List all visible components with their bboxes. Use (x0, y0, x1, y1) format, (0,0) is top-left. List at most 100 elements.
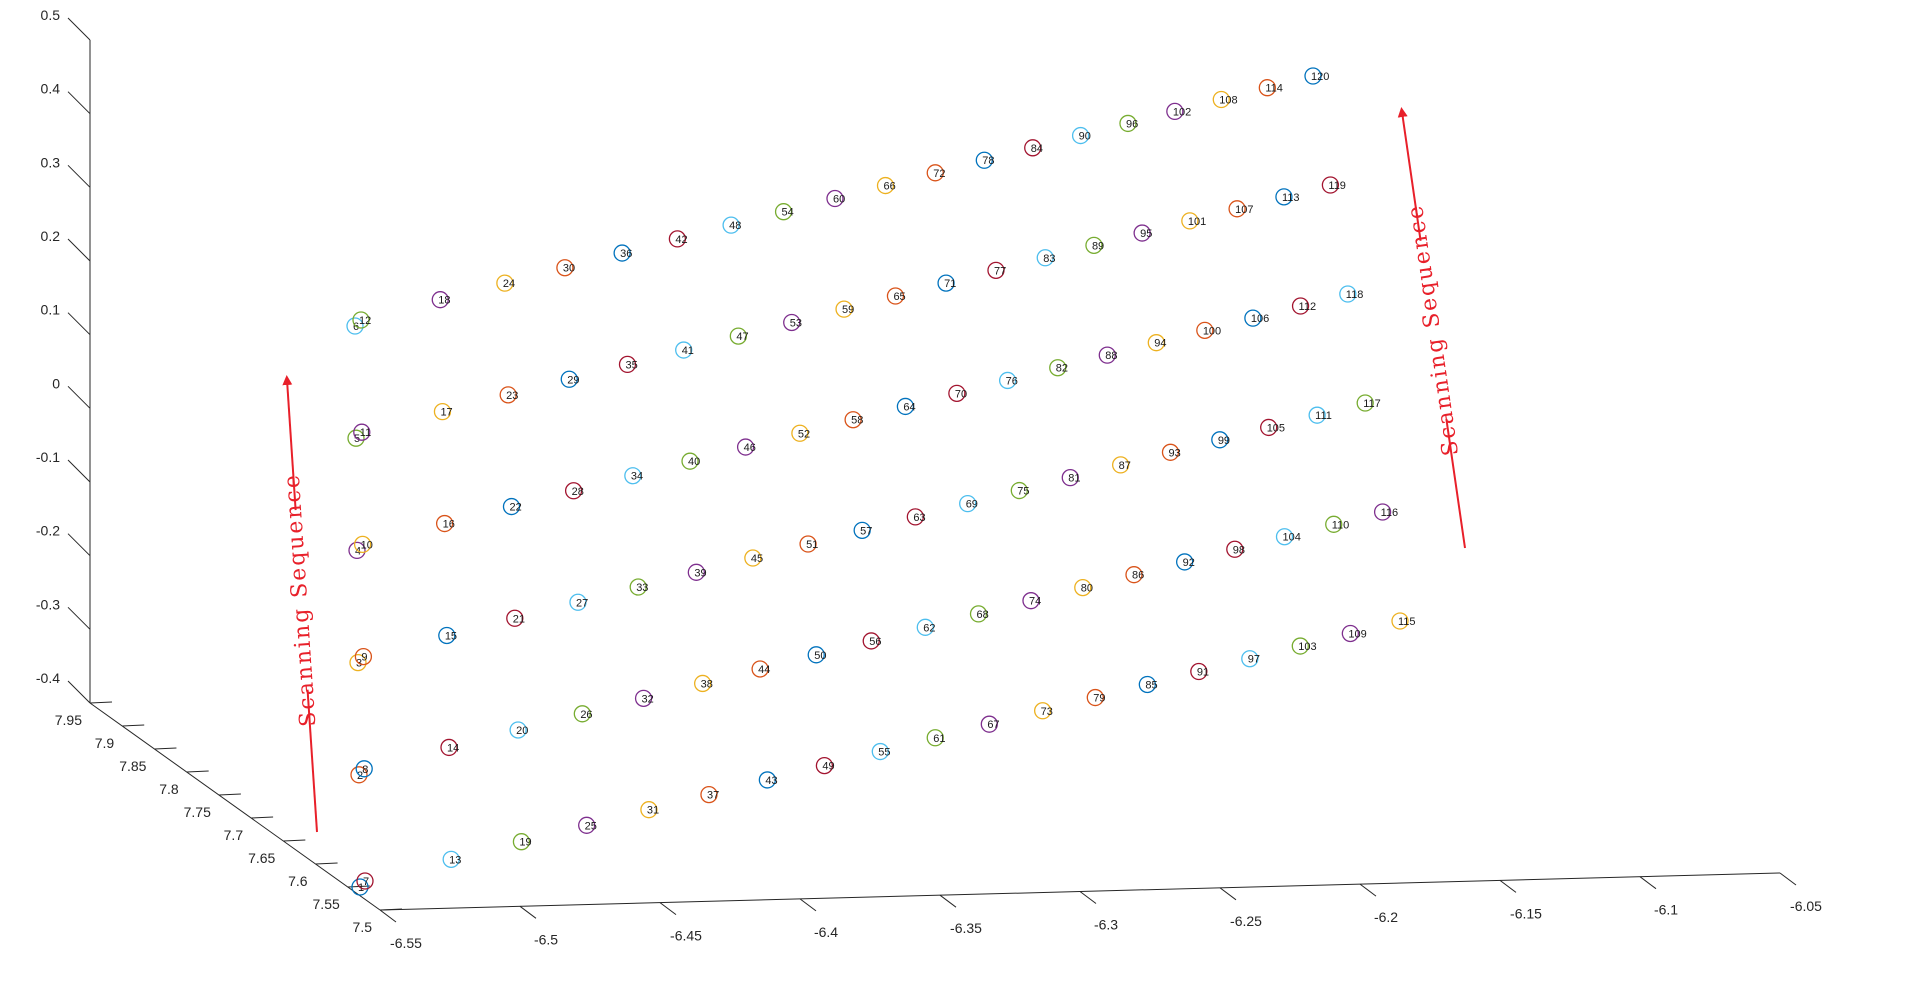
point-label: 59 (842, 304, 854, 316)
point-marker (1212, 90, 1230, 109)
x-tick-label: -6.25 (1230, 913, 1262, 929)
point-label: 105 (1267, 422, 1285, 434)
point-label: 97 (1248, 654, 1260, 666)
point-marker (744, 549, 762, 567)
point-marker (499, 386, 517, 404)
y-tick-mark (154, 747, 177, 750)
point-marker (826, 189, 844, 208)
point-marker (578, 816, 596, 834)
point-marker (700, 785, 718, 804)
data-point: 100 (1196, 321, 1221, 339)
scanning-sequence-annotation: Scanning Sequence (1397, 107, 1466, 549)
data-point: 50 (807, 646, 826, 664)
z-tick-mark (67, 17, 91, 41)
point-marker (758, 771, 777, 789)
point-marker (346, 317, 364, 335)
data-point: 103 (1291, 637, 1317, 655)
x-tick-label: -6.4 (814, 924, 838, 940)
point-marker (624, 467, 642, 485)
data-point: 59 (835, 300, 854, 318)
x-tick-mark (939, 894, 957, 908)
data-point: 65 (886, 287, 906, 305)
point-marker (1291, 297, 1310, 315)
point-label: 94 (1154, 338, 1166, 350)
point-label: 74 (1029, 596, 1041, 608)
point-marker (975, 151, 993, 169)
point-marker (438, 626, 456, 645)
point-marker (1260, 418, 1278, 437)
point-marker (1181, 212, 1199, 230)
point-label: 86 (1132, 570, 1144, 582)
point-marker (751, 660, 769, 678)
data-point: 43 (758, 771, 778, 789)
point-marker (435, 514, 454, 533)
point-marker (350, 766, 368, 784)
point-label: 119 (1328, 180, 1346, 192)
y-tick-mark (315, 862, 338, 865)
point-marker (348, 541, 366, 560)
point-label: 55 (878, 747, 890, 759)
point-label: 83 (1043, 253, 1055, 265)
point-label: 72 (933, 168, 945, 180)
point-marker (729, 327, 747, 345)
data-point: 73 (1033, 702, 1053, 720)
point-marker (1010, 481, 1028, 500)
y-tick-label: 7.6 (288, 873, 308, 889)
point-marker (1138, 675, 1156, 694)
point-marker (835, 300, 853, 318)
point-label: 81 (1068, 473, 1080, 485)
data-point: 102 (1166, 102, 1191, 121)
tick-labels: -6.55 -6.5 -6.45 -6.4 -6.35 -6.3 -6.25 -6.2 -6.1… (36, 7, 1822, 951)
axes (67, 17, 1797, 923)
point-label: 61 (933, 733, 945, 745)
point-marker (1125, 566, 1143, 584)
point-marker (356, 872, 374, 890)
point-marker (799, 535, 817, 553)
data-point: 21 (506, 609, 525, 627)
data-point: 22 (502, 497, 522, 516)
data-point: 14 (440, 738, 459, 757)
point-label: 90 (1079, 131, 1091, 143)
point-label: 76 (1006, 375, 1018, 387)
data-point: 79 (1086, 688, 1106, 707)
data-point: 16 (435, 514, 455, 533)
point-label: 100 (1203, 325, 1221, 337)
point-label: 103 (1298, 641, 1316, 653)
data-point: 30 (556, 259, 575, 277)
data-point: 110 (1325, 515, 1349, 533)
data-point: 28 (564, 482, 584, 500)
data-point: 90 (1071, 126, 1091, 145)
point-marker (896, 397, 915, 416)
point-label: 118 (1346, 289, 1364, 301)
data-point: 56 (862, 632, 881, 650)
point-marker (1024, 139, 1042, 157)
data-point: 57 (853, 521, 872, 539)
point-marker (1339, 285, 1357, 303)
point-marker (926, 729, 944, 747)
point-marker (1119, 114, 1137, 133)
data-point: 71 (937, 274, 956, 292)
data-point: 24 (496, 274, 515, 292)
point-marker (629, 578, 647, 596)
data-point: 15 (438, 626, 457, 645)
point-marker (1228, 200, 1246, 218)
point-marker (1244, 309, 1262, 327)
point-label: 18 (438, 295, 450, 307)
point-label: 10 (361, 539, 373, 551)
point-label: 63 (913, 512, 925, 524)
point-label: 104 (1282, 532, 1300, 544)
y-tick-mark (218, 793, 241, 796)
y-tick-mark (379, 908, 403, 911)
z-tick-label: 0.5 (41, 7, 61, 23)
point-label: 65 (893, 291, 905, 303)
x-tick-mark (1779, 872, 1797, 886)
y-axis-line (89, 702, 381, 911)
point-marker (886, 287, 905, 305)
point-marker (783, 313, 801, 332)
data-point: 58 (844, 411, 863, 429)
point-marker (1085, 236, 1103, 254)
data-point: 13 (442, 850, 461, 869)
point-marker (1036, 249, 1054, 267)
point-label: 46 (744, 442, 756, 454)
x-tick-mark (379, 909, 397, 923)
